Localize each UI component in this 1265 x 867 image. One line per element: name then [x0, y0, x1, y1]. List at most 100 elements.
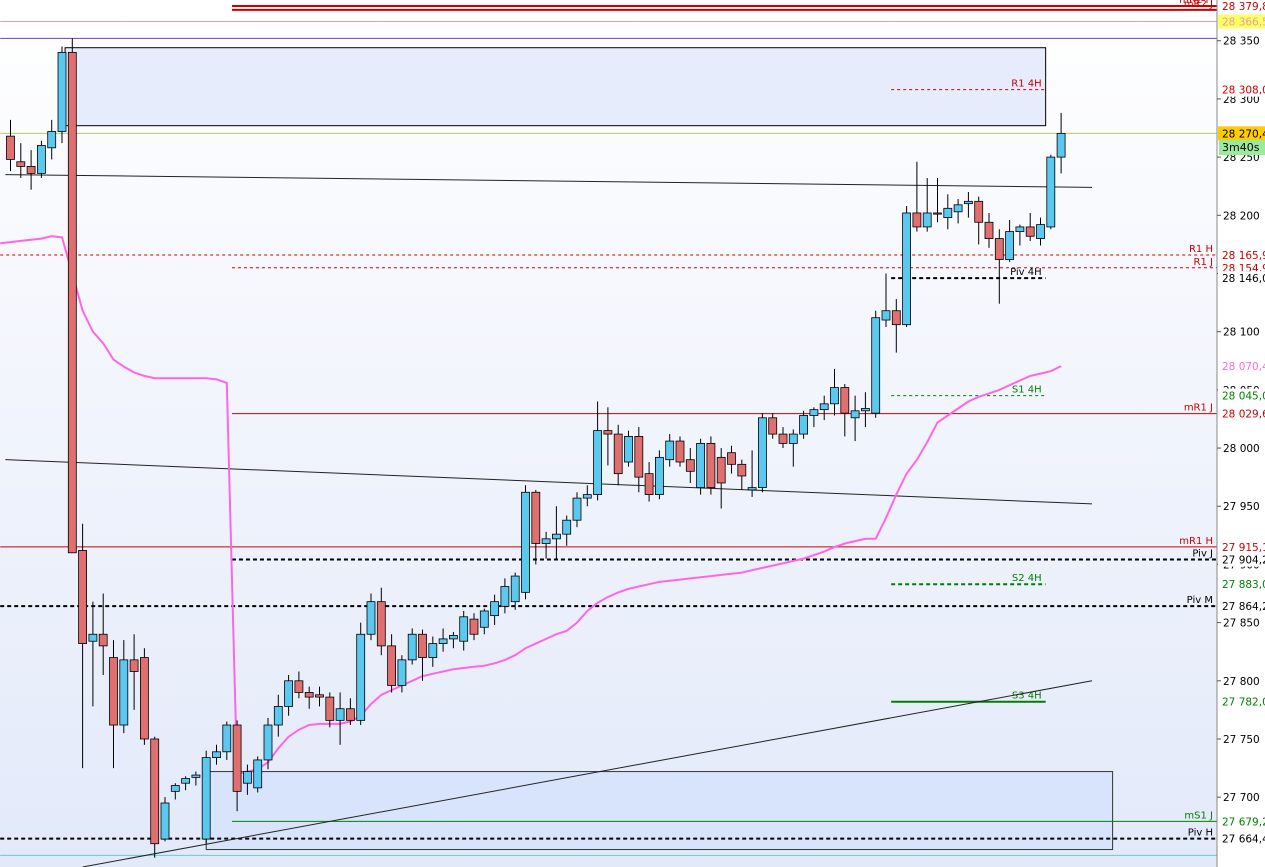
- axis-tick-label: 27 850: [1223, 618, 1260, 630]
- candle: [201, 750, 211, 844]
- axis-tick-label: 27 800: [1223, 676, 1260, 688]
- level-label: mR2 J: [1184, 0, 1213, 10]
- candle-body: [16, 161, 26, 167]
- price-tag-bg: [1218, 388, 1265, 403]
- candle: [67, 38, 77, 554]
- candle-body: [1046, 156, 1056, 228]
- candle-body: [366, 601, 376, 635]
- candle-body: [582, 494, 592, 499]
- candle: [603, 407, 613, 466]
- price-tag-bg: [1218, 552, 1265, 567]
- candle: [397, 655, 407, 693]
- price-tag: 27 883,0: [1222, 579, 1265, 591]
- candle-body: [891, 310, 901, 326]
- candle-body: [376, 601, 386, 647]
- candle-body: [861, 408, 870, 412]
- candle-body: [201, 757, 211, 840]
- candle-body: [459, 616, 469, 642]
- level-label: Piv M: [1187, 595, 1213, 606]
- price-tag-bg: [1218, 831, 1265, 846]
- price-tag: 28 366,5: [1222, 17, 1265, 29]
- candle-body: [37, 145, 46, 174]
- candle: [284, 674, 294, 716]
- candle: [170, 783, 180, 800]
- candle-body: [521, 491, 530, 593]
- level-label: mS1 J: [1184, 810, 1213, 821]
- candle-body: [974, 200, 984, 223]
- candle: [6, 119, 15, 172]
- candle-body: [181, 778, 191, 784]
- candle: [994, 229, 1004, 304]
- candle-body: [572, 497, 582, 521]
- price-tag: 28 029,6: [1222, 409, 1265, 421]
- candle: [26, 150, 36, 190]
- candle: [758, 413, 767, 493]
- candle-body: [716, 456, 726, 484]
- level-label: Piv 4H: [1010, 267, 1042, 278]
- candle: [37, 140, 46, 179]
- candle: [78, 523, 87, 769]
- candle-body: [1015, 226, 1025, 232]
- candle: [521, 485, 530, 600]
- price-tag-bg: [1218, 694, 1265, 709]
- price-tag: 27 915,1: [1222, 542, 1265, 554]
- price-tag: 28 045,0: [1222, 391, 1265, 403]
- candle: [830, 368, 839, 416]
- candle-body: [469, 618, 479, 635]
- candle: [428, 636, 438, 667]
- candle-body: [613, 433, 623, 475]
- candle: [16, 143, 26, 179]
- axis-tick-label: 28 000: [1223, 443, 1260, 455]
- candle-body: [6, 135, 15, 160]
- candle: [253, 756, 263, 793]
- level-label: S1 4H: [1012, 385, 1042, 396]
- candle: [366, 593, 376, 641]
- candle-body: [407, 633, 417, 661]
- candle-body: [788, 433, 798, 444]
- candle-body: [57, 51, 67, 132]
- axis-tick-label: 28 300: [1223, 94, 1260, 106]
- level-label: S2 4H: [1012, 573, 1042, 584]
- candle-body: [109, 657, 118, 726]
- candle-body: [232, 724, 242, 792]
- candle: [552, 506, 561, 559]
- bar-countdown: 3m40s: [1219, 140, 1265, 155]
- candle-body: [994, 238, 1004, 260]
- axis-tick-label: 28 250: [1223, 152, 1260, 164]
- candle-body: [696, 442, 705, 489]
- candle-body: [727, 452, 736, 465]
- candle: [57, 46, 67, 144]
- candle-body: [212, 751, 221, 759]
- axis-tick-label: 27 700: [1223, 792, 1260, 804]
- candle: [531, 489, 541, 565]
- supply-zone: [64, 47, 1047, 127]
- candle: [655, 450, 664, 500]
- candle-body: [490, 601, 500, 617]
- candle-body: [655, 456, 664, 495]
- candle-body: [325, 696, 335, 721]
- candle: [902, 205, 911, 328]
- candle: [768, 413, 778, 439]
- candle-body: [933, 212, 942, 215]
- lower-trendline: [82, 680, 1093, 867]
- candle-body: [593, 430, 602, 495]
- level-label: Piv H: [1188, 828, 1213, 839]
- candle: [315, 686, 324, 707]
- candle: [263, 718, 273, 770]
- price-tag-bg: [1218, 406, 1265, 421]
- candle: [356, 622, 366, 726]
- candle: [438, 628, 448, 652]
- candle: [98, 593, 108, 675]
- candle-body: [67, 51, 77, 554]
- candle: [582, 485, 592, 507]
- candle-body: [253, 759, 263, 789]
- candle: [562, 515, 572, 546]
- candle-body: [984, 221, 994, 239]
- candle: [387, 634, 397, 693]
- candle-body: [562, 519, 572, 535]
- candle-body: [98, 633, 108, 647]
- candle: [294, 671, 304, 699]
- candle: [644, 462, 654, 502]
